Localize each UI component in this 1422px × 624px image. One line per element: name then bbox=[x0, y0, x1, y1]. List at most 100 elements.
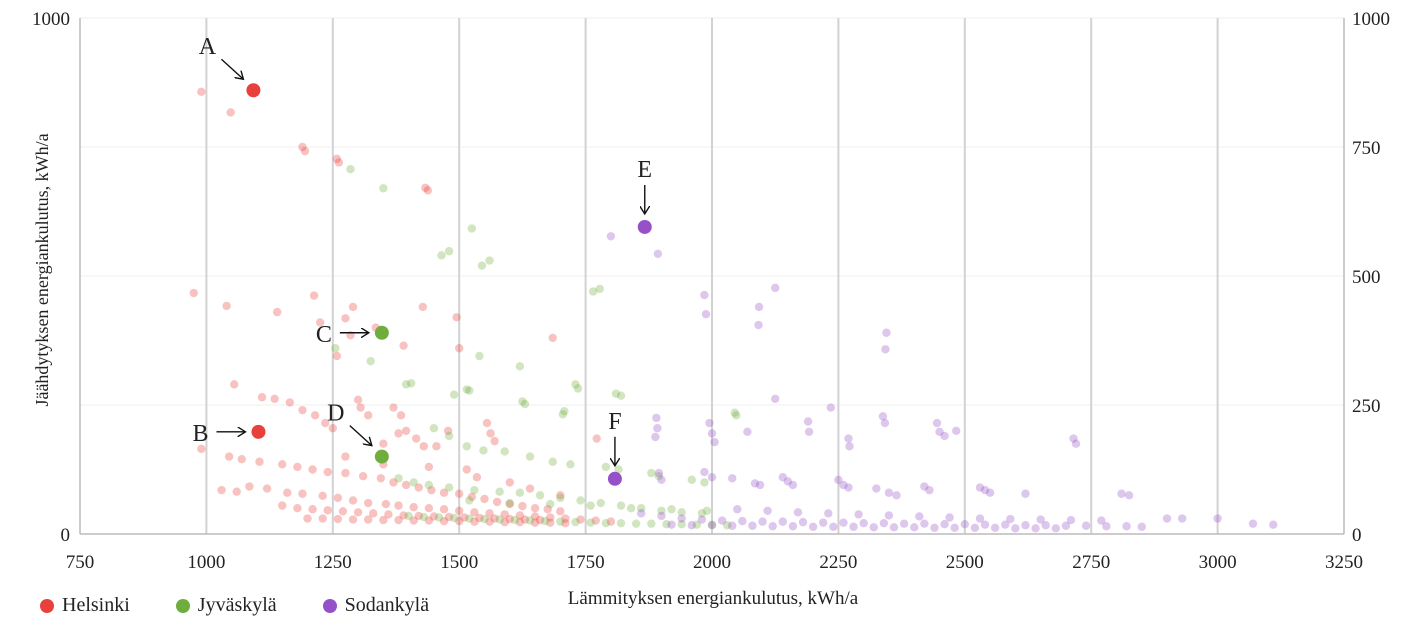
data-point-sodankyla bbox=[697, 515, 707, 524]
highlight-point-c bbox=[374, 325, 389, 340]
data-point-helsinki bbox=[444, 512, 454, 522]
data-point-helsinki bbox=[197, 444, 206, 454]
data-point-jyvaskyla bbox=[495, 515, 504, 524]
data-point-jyvaskyla bbox=[692, 520, 702, 529]
data-point-helsinki bbox=[300, 146, 310, 156]
highlight-label-c: C bbox=[316, 322, 332, 348]
data-point-helsinki bbox=[232, 487, 241, 496]
data-point-sodankyla bbox=[899, 519, 909, 528]
data-point-helsinki bbox=[485, 509, 494, 518]
data-point-helsinki bbox=[379, 515, 388, 525]
data-point-helsinki bbox=[515, 517, 525, 527]
data-point-jyvaskyla bbox=[346, 164, 355, 174]
data-point-jyvaskyla bbox=[500, 447, 509, 456]
data-point-jyvaskyla bbox=[631, 519, 641, 528]
data-point-sodankyla bbox=[754, 320, 763, 330]
data-point-helsinki bbox=[341, 468, 350, 478]
data-point-sodankyla bbox=[1162, 514, 1172, 523]
data-point-helsinki bbox=[334, 158, 344, 167]
data-point-helsinki bbox=[518, 501, 527, 511]
data-point-sodankyla bbox=[884, 488, 894, 497]
data-point-sodankyla bbox=[1001, 520, 1010, 529]
highlight-point-e bbox=[637, 219, 652, 234]
data-point-jyvaskyla bbox=[331, 344, 340, 353]
data-point-sodankyla bbox=[1137, 522, 1146, 531]
points-layer bbox=[189, 87, 1278, 533]
data-point-helsinki bbox=[530, 518, 540, 527]
data-point-jyvaskyla bbox=[429, 424, 439, 433]
data-point-helsinki bbox=[520, 515, 530, 524]
data-point-helsinki bbox=[455, 506, 464, 515]
data-point-sodankyla bbox=[1124, 491, 1134, 500]
data-point-helsinki bbox=[414, 483, 423, 492]
data-point-helsinki bbox=[321, 418, 330, 428]
data-point-helsinki bbox=[293, 462, 302, 472]
data-point-sodankyla bbox=[1102, 522, 1111, 531]
data-point-jyvaskyla bbox=[616, 518, 626, 528]
data-point-sodankyla bbox=[879, 518, 889, 528]
data-point-sodankyla bbox=[1041, 521, 1050, 530]
data-point-sodankyla bbox=[707, 429, 717, 438]
data-point-helsinki bbox=[490, 436, 499, 446]
data-point-sodankyla bbox=[754, 302, 764, 312]
data-point-sodankyla bbox=[701, 309, 711, 319]
data-point-helsinki bbox=[530, 504, 540, 513]
data-point-sodankyla bbox=[738, 516, 747, 526]
data-point-helsinki bbox=[472, 473, 482, 482]
data-point-sodankyla bbox=[755, 480, 765, 490]
data-point-sodankyla bbox=[606, 232, 616, 241]
data-point-sodankyla bbox=[1122, 522, 1131, 531]
data-point-jyvaskyla bbox=[647, 468, 656, 478]
data-point-sodankyla bbox=[1213, 514, 1222, 523]
data-point-jyvaskyla bbox=[637, 504, 646, 513]
data-point-jyvaskyla bbox=[434, 513, 444, 522]
data-point-jyvaskyla bbox=[586, 501, 595, 510]
data-point-sodankyla bbox=[657, 475, 666, 485]
data-point-jyvaskyla bbox=[479, 446, 488, 455]
highlight-label-d: D bbox=[327, 401, 344, 427]
data-point-sodankyla bbox=[1031, 524, 1040, 533]
data-point-helsinki bbox=[332, 154, 342, 164]
data-point-helsinki bbox=[419, 442, 429, 451]
data-point-sodankyla bbox=[854, 510, 863, 519]
data-point-helsinki bbox=[396, 411, 406, 420]
data-point-jyvaskyla bbox=[467, 224, 477, 233]
data-point-helsinki bbox=[363, 411, 373, 420]
data-point-jyvaskyla bbox=[444, 483, 454, 492]
data-point-jyvaskyla bbox=[616, 501, 626, 510]
data-point-helsinki bbox=[226, 108, 235, 117]
data-point-helsinki bbox=[394, 501, 403, 510]
data-point-helsinki bbox=[309, 291, 319, 300]
data-point-sodankyla bbox=[771, 283, 780, 293]
data-point-helsinki bbox=[424, 462, 434, 472]
data-point-helsinki bbox=[278, 501, 287, 510]
data-point-sodankyla bbox=[839, 518, 848, 527]
data-point-sodankyla bbox=[925, 485, 934, 495]
data-point-sodankyla bbox=[881, 345, 890, 354]
data-point-helsinki bbox=[505, 478, 514, 487]
data-point-helsinki bbox=[535, 515, 545, 525]
data-point-jyvaskyla bbox=[546, 499, 555, 509]
data-point-sodankyla bbox=[819, 518, 828, 527]
data-point-sodankyla bbox=[1269, 520, 1278, 529]
x-tick-label: 750 bbox=[66, 552, 95, 573]
data-point-helsinki bbox=[592, 434, 601, 443]
data-point-helsinki bbox=[323, 467, 332, 477]
data-point-helsinki bbox=[455, 344, 464, 353]
x-tick-label: 2750 bbox=[1072, 552, 1110, 573]
data-point-sodankyla bbox=[884, 511, 894, 520]
data-point-jyvaskyla bbox=[558, 410, 568, 419]
data-point-helsinki bbox=[381, 499, 391, 509]
data-point-helsinki bbox=[429, 512, 439, 521]
data-point-jyvaskyla bbox=[495, 487, 504, 496]
data-point-jyvaskyla bbox=[401, 380, 411, 389]
data-point-jyvaskyla bbox=[477, 261, 487, 270]
data-point-jyvaskyla bbox=[586, 518, 595, 527]
highlight-label-f: F bbox=[608, 409, 621, 435]
data-point-jyvaskyla bbox=[571, 517, 580, 527]
data-point-helsinki bbox=[401, 480, 411, 490]
data-point-helsinki bbox=[224, 452, 234, 461]
data-point-helsinki bbox=[439, 505, 449, 514]
data-point-jyvaskyla bbox=[707, 520, 717, 529]
data-point-jyvaskyla bbox=[702, 506, 712, 515]
